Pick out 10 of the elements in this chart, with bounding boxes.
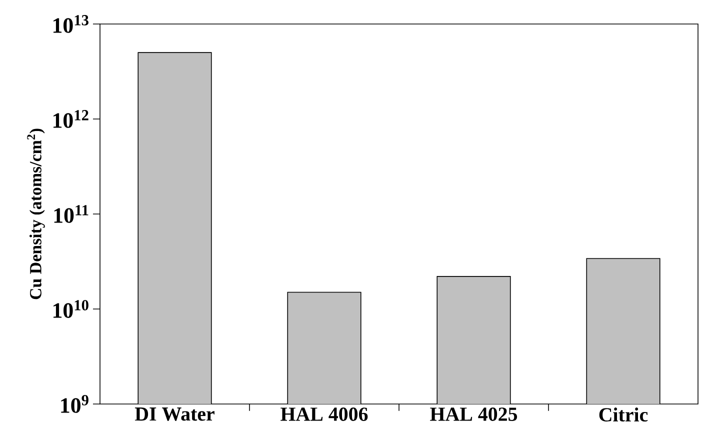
x-tick-label: HAL 4006 [280, 408, 368, 421]
x-tick-label: HAL 4025 [430, 408, 518, 421]
y-tick-label: 10$^{10}$ [53, 300, 88, 318]
y-axis-title: Cu Density (atoms/cm$^{2}$) [27, 128, 45, 300]
y-tick-label: 10$^{11}$ [54, 205, 88, 223]
y-tick-label: 10$^{13}$ [53, 15, 88, 33]
y-tick-label: 10$^{12}$ [53, 110, 88, 128]
y-tick-label: 10$^{9}$ [61, 395, 88, 413]
x-tick-label: Citric [599, 408, 648, 422]
x-tick-label: DI Water [134, 408, 214, 421]
